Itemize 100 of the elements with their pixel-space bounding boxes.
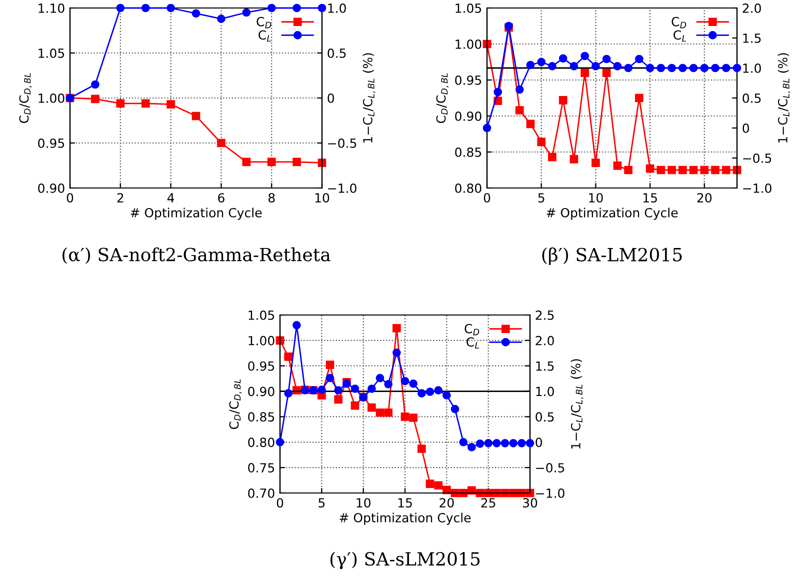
- point: [484, 438, 492, 448]
- y-tick-label: 0.95: [455, 75, 482, 85]
- point: [217, 14, 226, 23]
- y-tick-label: 0.80: [455, 183, 482, 193]
- point: [384, 380, 392, 388]
- point: [515, 85, 524, 94]
- y-tick-label: 0.75: [248, 463, 274, 472]
- x-axis-title: # Optimization Cycle: [340, 512, 471, 525]
- y-tick-label: 0.85: [455, 147, 482, 157]
- y2-tick-label: 0: [536, 438, 542, 448]
- y-tick-label: 0.90: [38, 183, 64, 193]
- point: [580, 68, 589, 77]
- y2-tick-label: −1.0: [743, 183, 772, 193]
- x-tick-label: 2: [117, 193, 124, 202]
- x-tick-label: 5: [538, 193, 544, 203]
- point: [646, 164, 654, 173]
- legend-label: C$_{L}$: [258, 30, 272, 42]
- point: [217, 138, 226, 148]
- y2-axis-title: 1−C$_{L}$/C$_{L,BL}$ (%): [362, 53, 376, 142]
- x-tick-label: 10: [589, 193, 603, 203]
- y2-tick-label: 1.5: [536, 361, 554, 371]
- y2-tick-label: 1.0: [743, 63, 761, 73]
- point: [722, 64, 730, 72]
- y-tick-label: 1.05: [456, 3, 482, 13]
- point: [267, 4, 276, 12]
- y2-tick-label: 1.5: [743, 34, 761, 43]
- y-tick-label: 0.90: [248, 386, 274, 396]
- point: [592, 158, 600, 167]
- point: [558, 96, 568, 104]
- y-tick-label: 0.90: [455, 111, 482, 121]
- legend-label: C$_{D}$: [672, 16, 686, 28]
- y-tick-label: 1.05: [38, 48, 64, 58]
- y-tick-label: 0.70: [248, 488, 274, 498]
- x-tick-label: 20: [697, 193, 712, 203]
- point: [635, 54, 644, 64]
- point: [537, 138, 546, 146]
- point: [500, 438, 510, 448]
- x-tick-label: 25: [481, 498, 496, 508]
- point: [116, 99, 125, 108]
- point: [580, 52, 589, 60]
- point: [656, 166, 666, 174]
- point: [518, 438, 526, 448]
- point: [482, 124, 492, 132]
- y2-tick-label: 0: [742, 123, 749, 133]
- y-axis-title: C$_{D}$/C$_{D,BL}$: [436, 73, 449, 124]
- x-tick-label: 15: [398, 498, 412, 508]
- point: [434, 481, 442, 490]
- y-tick-label: 1.00: [248, 336, 274, 346]
- point: [326, 360, 334, 370]
- point: [689, 166, 698, 174]
- point: [613, 62, 622, 70]
- point: [267, 158, 276, 166]
- point: [468, 443, 476, 452]
- legend-label: C$_{L}$: [674, 30, 686, 42]
- y2-tick-label: 0.5: [328, 48, 346, 58]
- x-tick-label: 0: [276, 498, 284, 508]
- point: [689, 64, 698, 72]
- point: [592, 62, 600, 70]
- point: [334, 395, 342, 404]
- point: [537, 58, 546, 66]
- point: [276, 438, 284, 446]
- x-tick-label: 20: [440, 498, 454, 508]
- y2-tick-label: −0.5: [743, 153, 772, 163]
- y2-tick-label: −1.0: [328, 183, 356, 193]
- point: [558, 54, 568, 63]
- y-tick-label: 1.00: [38, 93, 64, 103]
- point: [526, 60, 535, 70]
- point: [284, 389, 292, 398]
- text: (β′) SA-LM2015: [542, 247, 682, 265]
- y2-tick-label: 2.5: [536, 310, 554, 320]
- y-tick-label: 0.95: [38, 138, 64, 148]
- point: [192, 112, 200, 120]
- point: [292, 158, 301, 166]
- point: [284, 352, 292, 361]
- x-tick-label: 0: [484, 193, 490, 203]
- point: [668, 166, 676, 174]
- point: [141, 99, 150, 108]
- x-tick-label: 15: [643, 193, 657, 203]
- point: [350, 401, 360, 410]
- point: [494, 88, 502, 96]
- point: [400, 376, 410, 386]
- x-tick-label: 4: [167, 193, 174, 202]
- point: [722, 166, 730, 174]
- point: [515, 106, 524, 114]
- point: [116, 4, 125, 12]
- y2-tick-label: 0: [328, 93, 334, 103]
- point: [400, 412, 410, 421]
- point: [646, 64, 654, 72]
- x-tick-label: 10: [356, 498, 370, 508]
- point: [678, 64, 687, 72]
- y2-axis-title: 1−C$_{L}$/C$_{L,BL}$ (%): [778, 53, 790, 142]
- y-axis-title: C$_{D}$/C$_{D,BL}$: [19, 73, 32, 124]
- point: [368, 384, 376, 393]
- point: [392, 348, 401, 357]
- point: [392, 324, 401, 332]
- y2-tick-label: 0.5: [536, 412, 554, 422]
- point: [409, 379, 418, 388]
- legend-label: C$_{D}$: [256, 16, 272, 28]
- point: [91, 80, 100, 89]
- point: [526, 438, 534, 448]
